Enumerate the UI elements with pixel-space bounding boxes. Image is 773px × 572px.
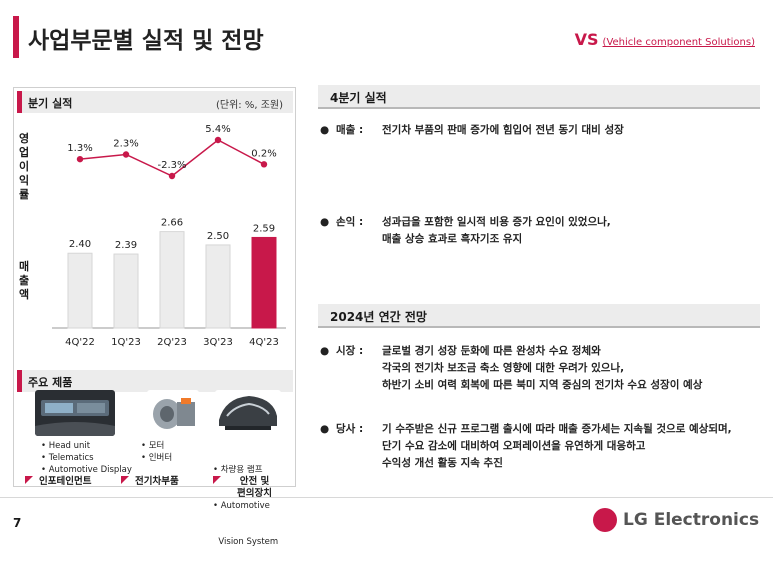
revenue-bar xyxy=(205,244,231,329)
ev-parts-product-list: • 모터 • 인버터 xyxy=(141,440,172,464)
product-item: • 모터 xyxy=(141,441,165,451)
op-margin-point xyxy=(260,161,268,168)
revenue-value-label: 2.39 xyxy=(115,240,137,251)
profit-line2: 매출 상승 효과로 흑자기조 유지 xyxy=(382,233,523,245)
category-tick-label: 4Q'22 xyxy=(65,337,95,348)
quarterly-results-panel: 분기 실적 (단위: %, 조원) 영업이익률 매출액 2.40 4Q'22 2.3… xyxy=(13,87,296,547)
market-line1: 글로벌 경기 성장 둔화에 따른 완성차 수요 정체와 xyxy=(382,345,601,357)
revenue-bar xyxy=(113,253,139,329)
sales-text: 전기차 부품의 판매 증가에 힘입어 전년 동기 대비 성장 xyxy=(382,124,624,136)
company-line1: 기 수주받은 신규 프로그램 출시에 따라 매출 증가세는 지속될 것으로 예상… xyxy=(382,423,732,435)
safety-tag-line1: 안전 및 xyxy=(239,476,270,487)
op-margin-value-label: -2.3% xyxy=(157,160,186,171)
infotainment-dashboard-image xyxy=(35,390,115,436)
header-accent xyxy=(17,370,22,392)
op-margin-value-label: 5.4% xyxy=(205,124,230,135)
company-line2: 단기 수요 감소에 대비하여 오퍼레이션을 유연하게 대응하고 xyxy=(382,440,646,452)
car-lamp-image xyxy=(215,390,281,436)
revenue-bar xyxy=(67,252,93,329)
revenue-value-label: 2.59 xyxy=(253,223,275,234)
market-line2: 각국의 전기차 보조금 축소 영향에 대한 우려가 있으나, xyxy=(382,362,625,374)
triangle-marker-icon xyxy=(213,476,221,484)
category-tick-label: 4Q'23 xyxy=(249,337,279,348)
bullet-dot-icon: ● xyxy=(320,345,330,357)
market-key: 시장 : xyxy=(336,345,364,357)
triangle-marker-icon xyxy=(25,476,33,484)
product-item: Vision System xyxy=(213,537,279,547)
quarterly-chart: 2.40 4Q'22 2.39 1Q'23 2.66 2Q'23 2.50 3Q'23 2.59… xyxy=(52,124,286,348)
outlook-header: 2024년 연간 전망 xyxy=(318,304,760,328)
sales-key: 매출 : xyxy=(336,124,364,136)
company-key: 당사 : xyxy=(336,423,364,435)
op-margin-point xyxy=(76,155,84,163)
op-margin-point xyxy=(122,151,130,158)
lg-logo: LG Electronics xyxy=(593,506,759,534)
safety-product-list: • 차량용 램프 • Automotive Vision System xyxy=(213,440,278,572)
q4-results-header: 4분기 실적 xyxy=(318,85,760,109)
product-item: • Automotive xyxy=(213,501,270,511)
quarterly-results-header: 분기 실적 (단위: %, 조원) xyxy=(17,91,293,113)
product-item: • Head unit xyxy=(41,441,91,451)
title-accent-bar xyxy=(13,16,19,58)
safety-tag-line2: 편의장치 xyxy=(237,488,272,499)
market-line3: 하반기 소비 여력 회복에 따른 북미 지역 중심의 전기차 수요 성장이 예상 xyxy=(382,379,703,391)
op-margin-point xyxy=(214,136,222,144)
company-bullet: ● 당사 : 기 수주받은 신규 프로그램 출시에 따라 매출 증가세는 지속될 것… xyxy=(320,421,732,472)
bullet-dot-icon: ● xyxy=(320,124,330,136)
product-item: • 차량용 램프 xyxy=(213,465,263,475)
ev-motor-image xyxy=(147,390,199,436)
main-products-header: 주요 제품 xyxy=(17,370,293,392)
lg-logo-text: LG Electronics xyxy=(623,510,760,530)
category-tick-label: 3Q'23 xyxy=(203,337,233,348)
title-bar: 사업부문별 실적 및 전망 VS (Vehicle component Solut… xyxy=(0,16,773,58)
profit-bullet: ● 손익 : 성과급을 포함한 일시적 비용 증가 요인이 있었으나, 매출 상승 … xyxy=(320,214,611,248)
division-label: VS (Vehicle component Solutions) xyxy=(575,30,755,49)
revenue-value-label: 2.50 xyxy=(207,231,229,242)
unit-label: (단위: %, 조원) xyxy=(215,100,283,111)
main-products-title: 주요 제품 xyxy=(28,376,73,389)
infotainment-product-list: • Head unit • Telematics • Automotive Di… xyxy=(41,440,132,476)
profit-key: 손익 : xyxy=(336,216,364,228)
revenue-bar xyxy=(251,236,277,329)
infotainment-tag: 인포테인먼트 xyxy=(39,476,92,487)
revenue-value-label: 2.40 xyxy=(69,239,91,250)
op-margin-axis-label: 영업이익률 xyxy=(18,132,30,201)
op-margin-point xyxy=(168,172,176,180)
op-margin-value-label: 2.3% xyxy=(113,138,138,149)
op-margin-value-label: 1.3% xyxy=(67,143,92,154)
page-title: 사업부문별 실적 및 전망 xyxy=(28,28,264,54)
profit-line1: 성과급을 포함한 일시적 비용 증가 요인이 있었으나, xyxy=(382,216,611,228)
company-line3: 수익성 개선 활동 지속 추진 xyxy=(382,457,503,469)
division-name: (Vehicle component Solutions) xyxy=(602,37,755,48)
category-tick-label: 1Q'23 xyxy=(111,337,141,348)
ev-parts-tag: 전기차부품 xyxy=(135,476,179,487)
product-item: • Telematics xyxy=(41,453,94,463)
outlook-title: 2024년 연간 전망 xyxy=(330,310,427,324)
footer-divider xyxy=(0,497,773,498)
quarterly-results-title: 분기 실적 xyxy=(28,97,73,110)
lg-logo-icon xyxy=(593,508,617,532)
product-item: • 인버터 xyxy=(141,453,173,463)
product-item: • Automotive Display xyxy=(41,465,132,475)
revenue-value-label: 2.66 xyxy=(161,218,183,229)
q4-results-title: 4분기 실적 xyxy=(330,91,387,105)
market-bullet: ● 시장 : 글로벌 경기 성장 둔화에 따른 완성차 수요 정체와 각국의 전기차… xyxy=(320,343,702,394)
sales-bullet: ● 매출 : 전기차 부품의 판매 증가에 힘입어 전년 동기 대비 성장 xyxy=(320,122,624,139)
bullet-dot-icon: ● xyxy=(320,216,330,228)
revenue-bar xyxy=(159,231,185,329)
bullet-dot-icon: ● xyxy=(320,423,330,435)
header-accent xyxy=(17,91,22,113)
revenue-axis-label: 매출액 xyxy=(18,260,30,301)
category-tick-label: 2Q'23 xyxy=(157,337,187,348)
page-number: 7 xyxy=(13,516,22,530)
safety-tag: 안전 및 편의장치 xyxy=(237,476,272,500)
division-code: VS xyxy=(574,30,599,49)
op-margin-value-label: 0.2% xyxy=(251,148,276,159)
triangle-marker-icon xyxy=(121,476,129,484)
